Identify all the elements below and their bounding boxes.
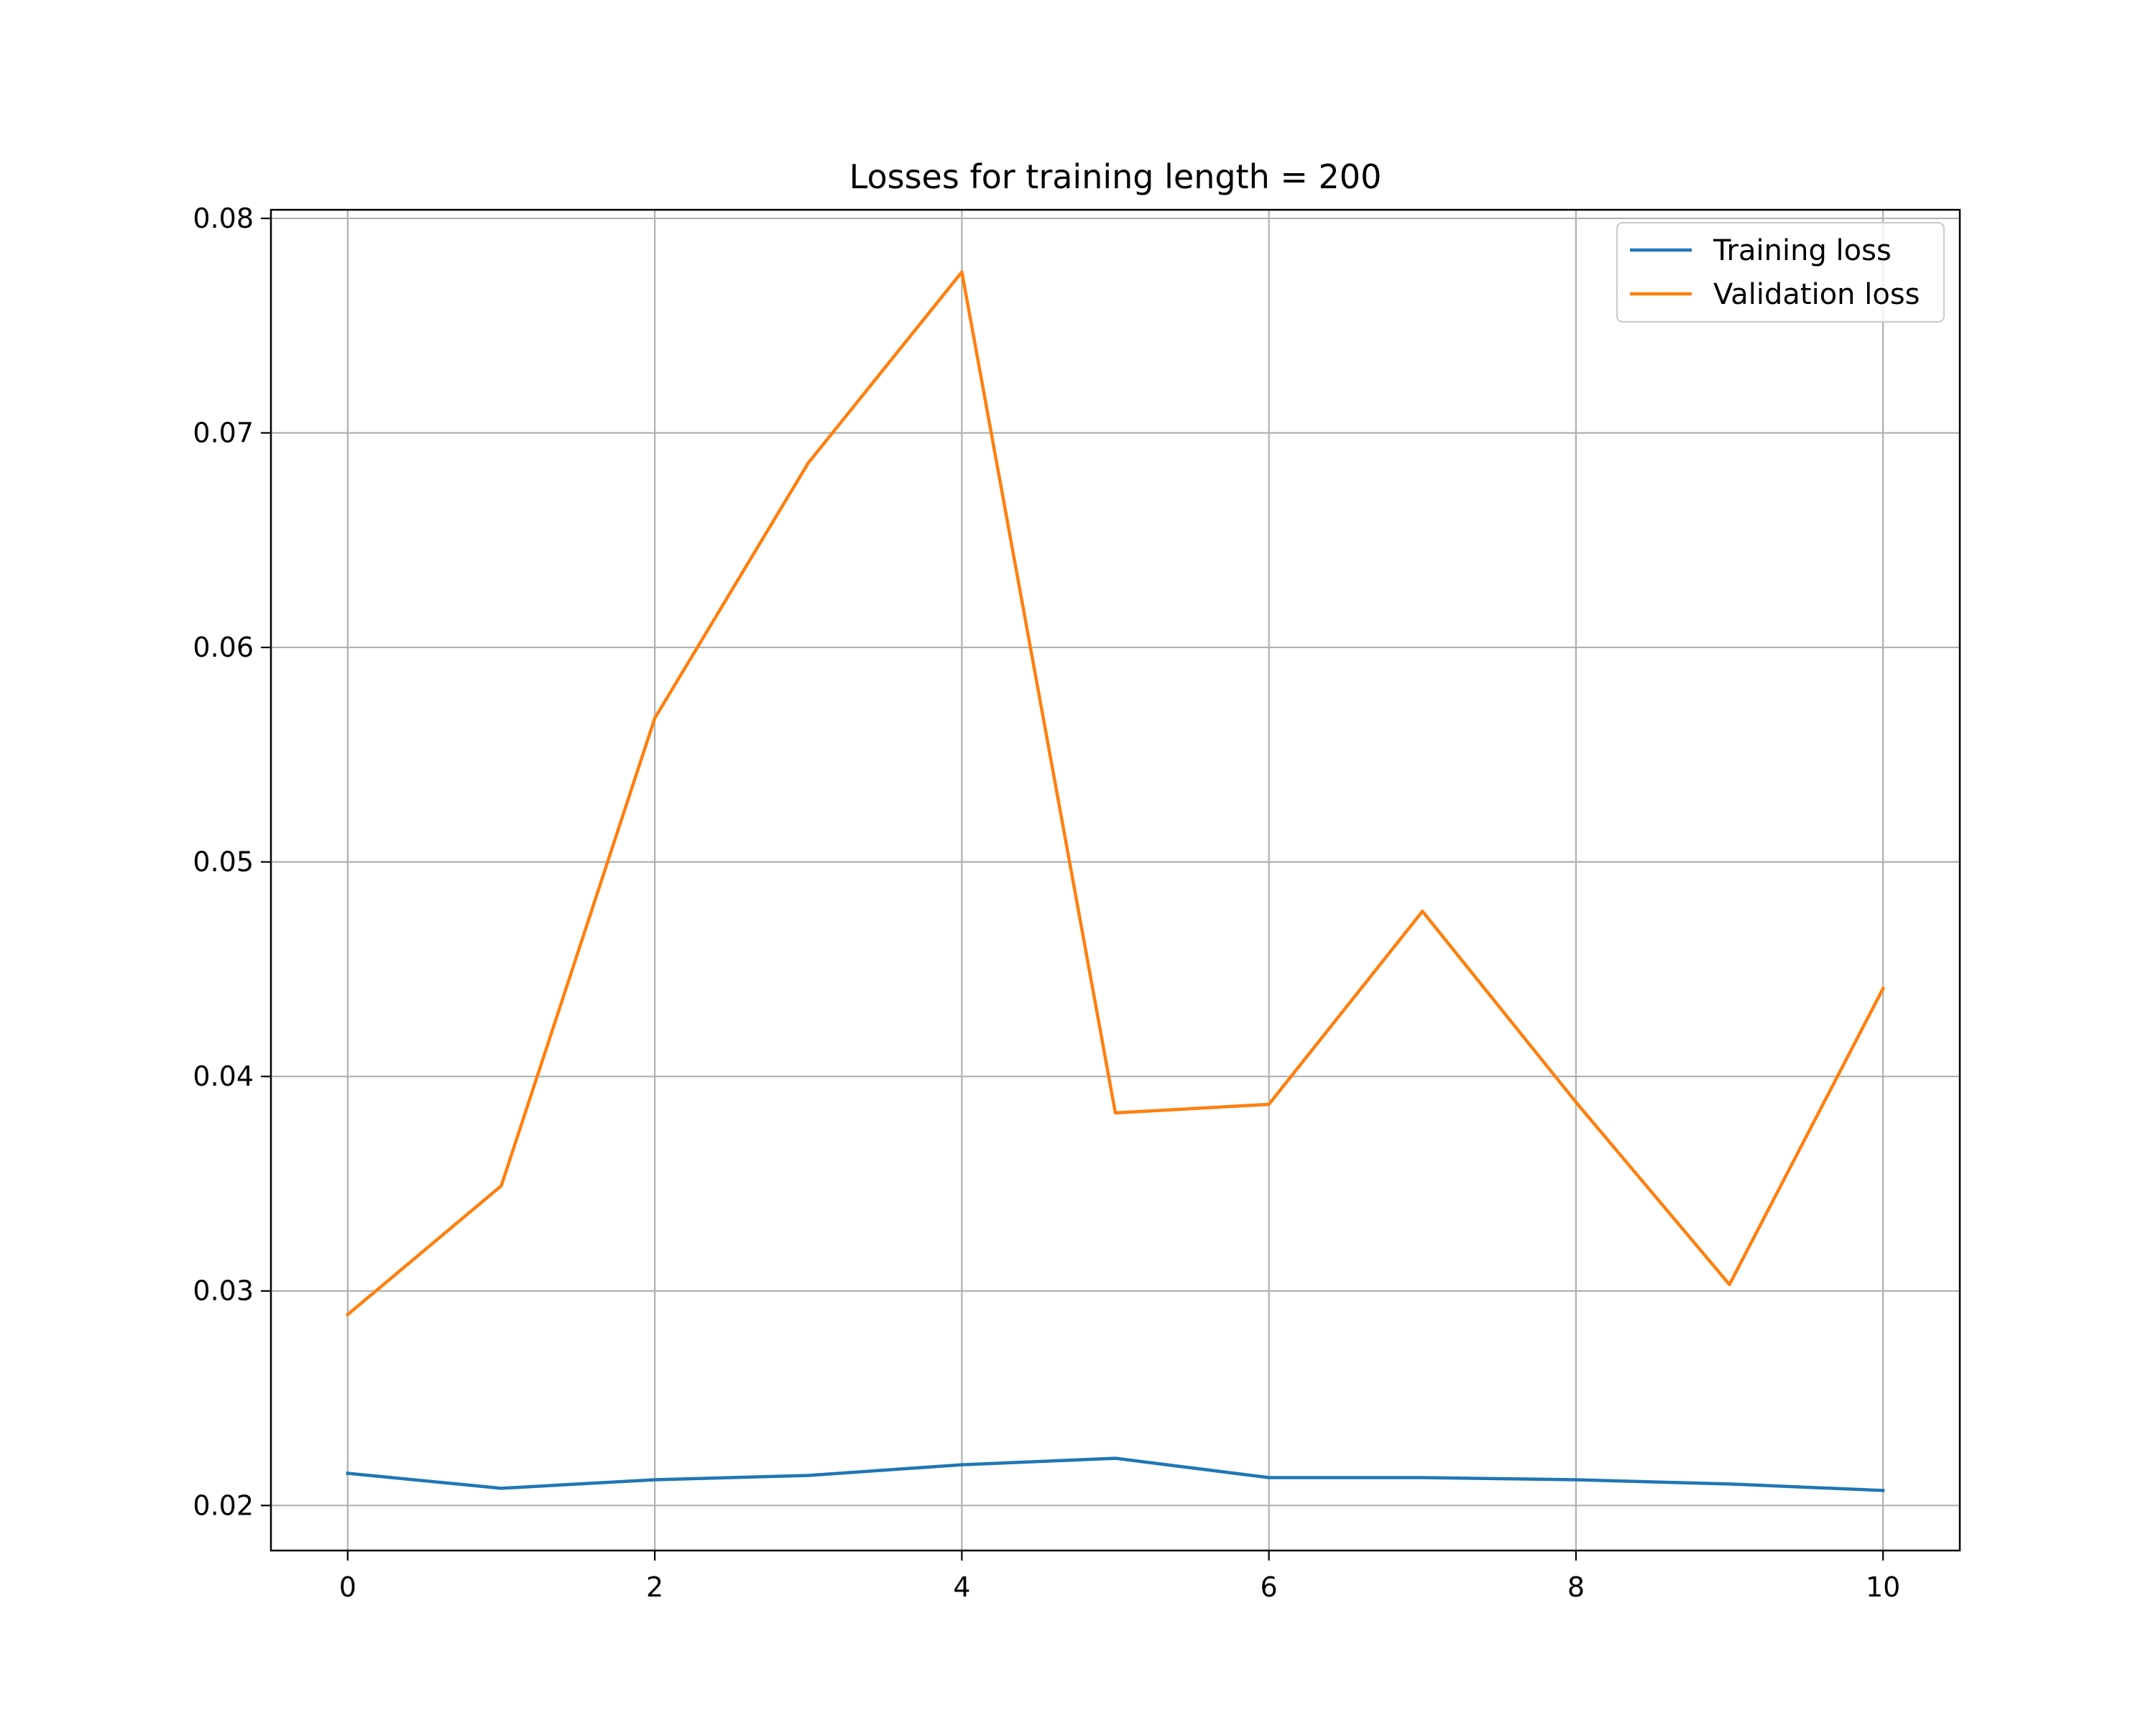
x-tick-label: 8 — [1567, 1571, 1585, 1603]
x-tick-label: 6 — [1261, 1571, 1278, 1603]
series-line-validation-loss — [345, 270, 1886, 1317]
y-tick-label: 0.06 — [193, 632, 254, 663]
legend-label: Validation loss — [1713, 278, 1920, 311]
plot-frame — [270, 208, 1961, 1552]
series-line-training-loss — [346, 1456, 1885, 1492]
y-tick-label: 0.07 — [193, 417, 254, 449]
y-tick-label: 0.03 — [193, 1275, 254, 1307]
chart-title: Losses for training length = 200 — [849, 157, 1382, 196]
legend-label: Training loss — [1713, 234, 1892, 267]
y-tick-label: 0.08 — [193, 203, 254, 234]
y-tick-label: 0.02 — [193, 1489, 254, 1521]
axis-ticks: 0 2 4 6 8 10 0.02 0.03 0.04 0.05 0.06 0.07 0.08 — [193, 203, 1900, 1603]
x-tick-label: 0 — [339, 1571, 356, 1603]
x-tick-label: 4 — [953, 1571, 970, 1603]
x-tick-label: 10 — [1866, 1571, 1900, 1603]
legend: Training loss Validation loss — [1616, 221, 1945, 323]
y-tick-label: 0.04 — [193, 1061, 254, 1092]
x-tick-label: 2 — [646, 1571, 663, 1603]
series-lines — [345, 270, 1886, 1492]
legend-box — [1616, 221, 1945, 323]
grid-lines — [271, 210, 1960, 1551]
y-tick-label: 0.05 — [193, 846, 254, 878]
